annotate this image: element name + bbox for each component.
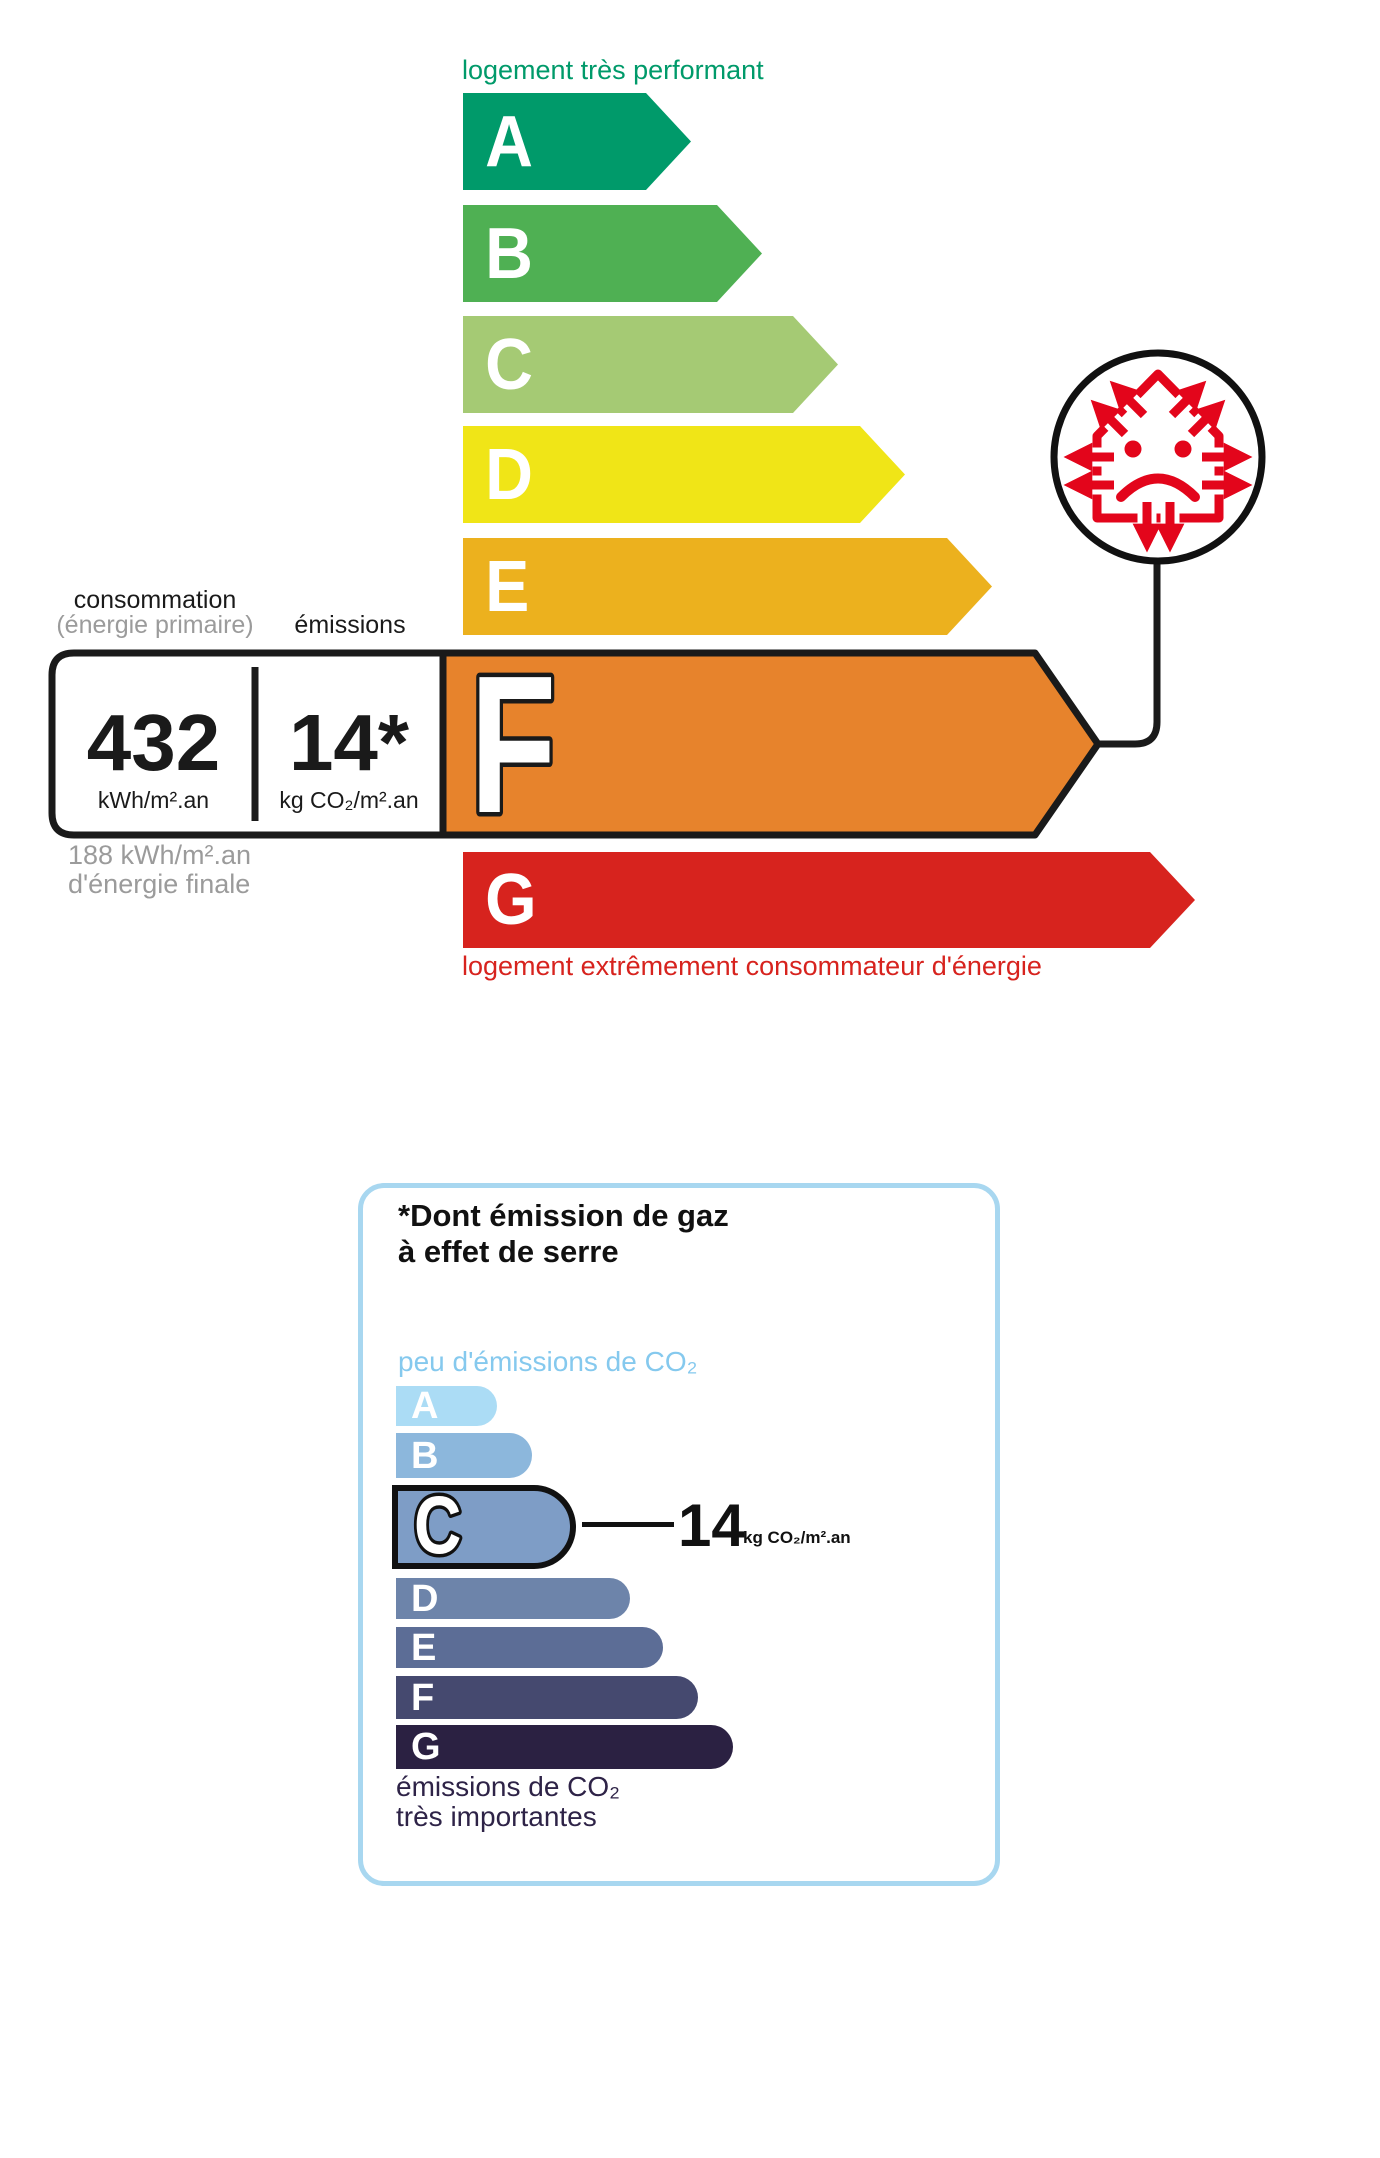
- co2-class-bar-d: D: [396, 1578, 630, 1619]
- energy-class-arrow-e: E: [463, 538, 992, 635]
- co2-class-bar-b: B: [396, 1433, 532, 1478]
- co2-class-bar-a: A: [396, 1386, 497, 1426]
- rating-arrow-f: [439, 649, 1102, 839]
- house-outline: [1092, 369, 1224, 523]
- consumption-header-sub: (énergie primaire): [56, 611, 254, 639]
- emissions-header: émissions: [294, 611, 406, 639]
- consumption-value-cell: 432 kWh/m².an: [52, 703, 255, 812]
- consumption-value: 432: [86, 698, 221, 787]
- co2-class-letter: D: [411, 1577, 439, 1620]
- co2-class-bar-g: G: [396, 1725, 733, 1769]
- co2-title-line1: *Dont émission de gaz: [398, 1198, 729, 1233]
- co2-panel-title: *Dont émission de gaz à effet de serre: [398, 1198, 729, 1270]
- sad-face-mouth: [1116, 473, 1200, 502]
- final-energy-line2: d'énergie finale: [68, 869, 251, 900]
- final-energy-note: 188 kWh/m².an d'énergie finale: [68, 840, 252, 900]
- energy-leak-sad-house-icon: [1050, 349, 1266, 565]
- co2-bottom-line1: émissions de CO₂: [396, 1771, 621, 1802]
- co2-bottom-line2: très importantes: [396, 1801, 597, 1833]
- co2-callout-line: [582, 1522, 674, 1527]
- leak-arrows: [1063, 380, 1253, 553]
- energy-class-letter: G: [485, 860, 537, 940]
- consumption-header: consommation (énergie primaire): [40, 588, 270, 638]
- co2-value: 14: [678, 1492, 745, 1559]
- energy-class-letter: C: [485, 324, 533, 405]
- co2-class-letter: E: [411, 1626, 437, 1669]
- co2-panel: [358, 1183, 1000, 1886]
- energy-class-arrow-d: D: [463, 426, 905, 523]
- co2-class-bar-f: F: [396, 1676, 698, 1719]
- co2-class-letter: A: [411, 1385, 439, 1427]
- co2-class-letter: F: [411, 1676, 435, 1719]
- final-energy-line1: 188 kWh/m².an: [68, 840, 252, 870]
- consumption-header-main: consommation: [73, 586, 237, 614]
- co2-title-line2: à effet de serre: [398, 1233, 619, 1269]
- sad-house: [1063, 369, 1253, 553]
- energy-class-letter: E: [485, 546, 530, 627]
- energy-class-arrow-a: A: [463, 93, 691, 190]
- energy-class-arrow-b: B: [463, 205, 762, 302]
- sad-face-eyes: [1124, 440, 1192, 458]
- emissions-value: 14*: [288, 698, 410, 787]
- co2-class-bar-e: E: [396, 1627, 663, 1668]
- co2-class-letter: G: [411, 1726, 441, 1768]
- arrow-casings: [1080, 387, 1236, 540]
- co2-top-label: peu d'émissions de CO₂: [398, 1346, 698, 1377]
- energy-class-arrow-c: C: [463, 316, 838, 413]
- energy-class-arrow-g: G: [463, 852, 1195, 948]
- energy-class-letter: D: [485, 434, 533, 515]
- energy-class-letter: A: [485, 101, 533, 182]
- co2-value-unit: kg CO₂/m².an: [743, 1528, 851, 1547]
- connector-line: [1098, 560, 1161, 748]
- co2-rating-letter-graphic: C: [411, 1491, 465, 1563]
- icon-circle: [1050, 349, 1266, 565]
- emissions-value-cell: 14* kg CO₂/m².an: [255, 703, 443, 812]
- bottom-scale-label: logement extrêmement consommateur d'éner…: [462, 951, 1042, 981]
- emissions-unit: kg CO₂/m².an: [279, 787, 419, 813]
- co2-class-bar-c-selected: C: [392, 1485, 576, 1569]
- consumption-unit: kWh/m².an: [97, 787, 210, 813]
- top-scale-label: logement très performant: [462, 55, 764, 85]
- co2-class-letter: B: [411, 1434, 439, 1477]
- co2-rating-letter: C: [414, 1491, 461, 1563]
- energy-class-letter: B: [485, 213, 533, 294]
- co2-bottom-label: émissions de CO₂ très importantes: [396, 1771, 621, 1833]
- rating-letter: F: [470, 635, 556, 854]
